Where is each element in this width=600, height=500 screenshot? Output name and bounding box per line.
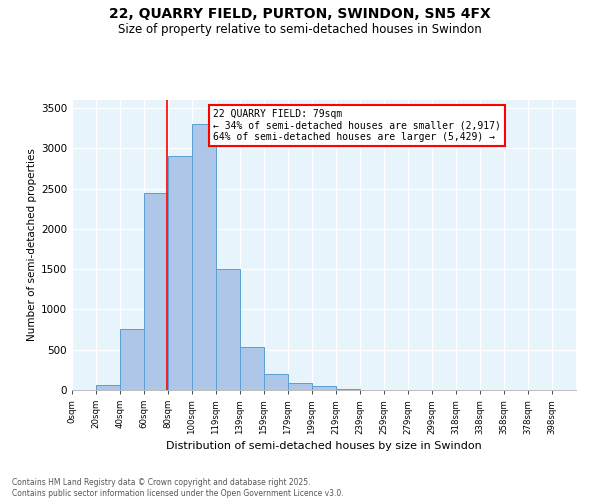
Text: 22, QUARRY FIELD, PURTON, SWINDON, SN5 4FX: 22, QUARRY FIELD, PURTON, SWINDON, SN5 4… (109, 8, 491, 22)
Bar (96, 385, 120, 390)
Bar (168, 156, 192, 390)
Bar (144, 192, 168, 390)
Bar (240, 348, 264, 390)
Text: Contains HM Land Registry data © Crown copyright and database right 2025.
Contai: Contains HM Land Registry data © Crown c… (12, 478, 344, 498)
X-axis label: Distribution of semi-detached houses by size in Swindon: Distribution of semi-detached houses by … (166, 441, 482, 451)
Bar (312, 386, 336, 390)
Bar (216, 269, 240, 390)
Text: Size of property relative to semi-detached houses in Swindon: Size of property relative to semi-detach… (118, 22, 482, 36)
Y-axis label: Number of semi-detached properties: Number of semi-detached properties (27, 148, 37, 342)
Bar (288, 383, 312, 390)
Bar (192, 124, 216, 390)
Bar (264, 374, 288, 390)
Text: 22 QUARRY FIELD: 79sqm
← 34% of semi-detached houses are smaller (2,917)
64% of : 22 QUARRY FIELD: 79sqm ← 34% of semi-det… (213, 108, 501, 142)
Bar (336, 389, 360, 390)
Bar (120, 329, 144, 390)
